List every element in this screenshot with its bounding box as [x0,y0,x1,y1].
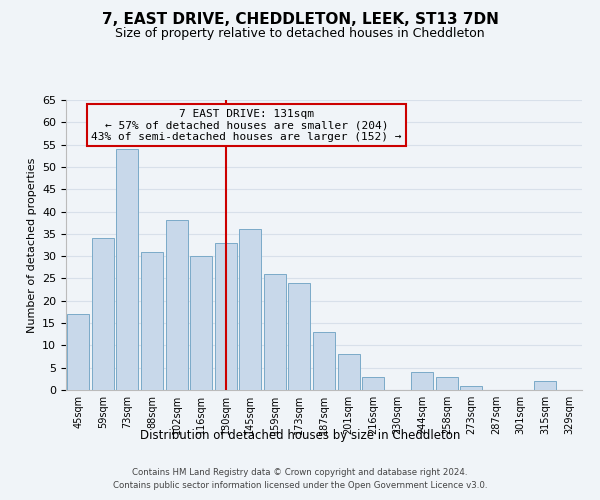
Bar [166,220,188,390]
Bar [141,252,163,390]
Bar [92,238,114,390]
Bar [436,376,458,390]
Bar [67,314,89,390]
Bar [534,381,556,390]
Text: 7 EAST DRIVE: 131sqm
← 57% of detached houses are smaller (204)
43% of semi-deta: 7 EAST DRIVE: 131sqm ← 57% of detached h… [91,108,402,142]
Y-axis label: Number of detached properties: Number of detached properties [26,158,37,332]
Text: Contains public sector information licensed under the Open Government Licence v3: Contains public sector information licen… [113,482,487,490]
Bar [362,376,384,390]
Bar [264,274,286,390]
Bar [411,372,433,390]
Bar [215,243,237,390]
Text: Size of property relative to detached houses in Cheddleton: Size of property relative to detached ho… [115,28,485,40]
Bar [338,354,359,390]
Text: Distribution of detached houses by size in Cheddleton: Distribution of detached houses by size … [140,428,460,442]
Bar [460,386,482,390]
Bar [239,230,262,390]
Text: 7, EAST DRIVE, CHEDDLETON, LEEK, ST13 7DN: 7, EAST DRIVE, CHEDDLETON, LEEK, ST13 7D… [101,12,499,28]
Bar [190,256,212,390]
Text: Contains HM Land Registry data © Crown copyright and database right 2024.: Contains HM Land Registry data © Crown c… [132,468,468,477]
Bar [313,332,335,390]
Bar [289,283,310,390]
Bar [116,149,139,390]
